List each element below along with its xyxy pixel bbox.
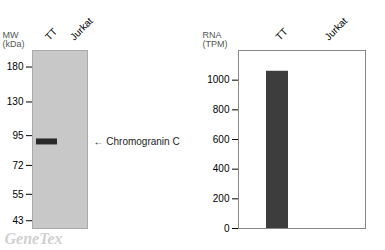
svg-text:130: 130: [7, 96, 24, 107]
svg-text:MW(kDa): MW(kDa): [3, 30, 25, 49]
svg-text:GeneTex: GeneTex: [5, 230, 63, 247]
svg-text:72: 72: [12, 160, 24, 171]
svg-text:43: 43: [12, 215, 24, 226]
svg-text:Jurkat: Jurkat: [68, 15, 95, 42]
svg-text:RNA(TPM): RNA(TPM): [203, 30, 228, 49]
svg-text:Jurkat: Jurkat: [322, 15, 349, 42]
svg-text:← Chromogranin C: ← Chromogranin C: [94, 136, 180, 147]
svg-text:180: 180: [7, 61, 24, 72]
svg-text:200: 200: [213, 193, 230, 204]
svg-text:TT: TT: [273, 26, 289, 42]
svg-text:400: 400: [213, 163, 230, 174]
svg-text:95: 95: [12, 130, 24, 141]
svg-text:1000: 1000: [207, 74, 230, 85]
svg-text:TT: TT: [43, 26, 59, 42]
svg-text:0: 0: [224, 223, 230, 234]
svg-text:55: 55: [12, 189, 24, 200]
svg-text:800: 800: [213, 104, 230, 115]
svg-text:600: 600: [213, 134, 230, 145]
